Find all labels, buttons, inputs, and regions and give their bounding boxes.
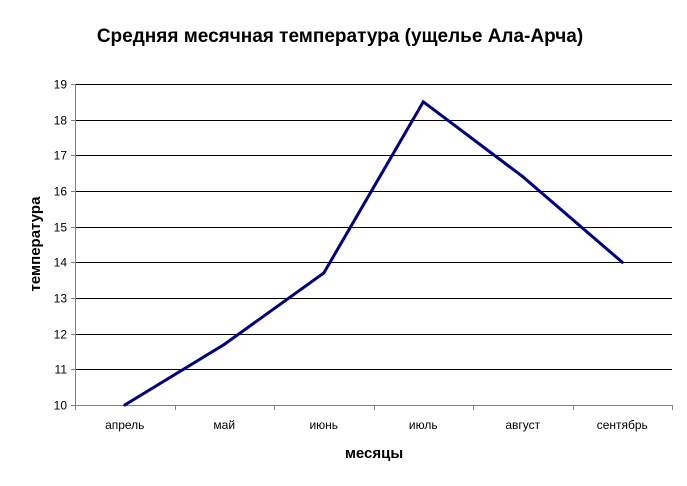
- gridlines: [75, 84, 672, 370]
- y-tick-label: 16: [54, 185, 68, 199]
- chart-title: Средняя месячная температура (ущелье Ала…: [97, 26, 583, 47]
- x-tick-label: май: [213, 418, 235, 432]
- y-tick-label: 11: [55, 363, 68, 377]
- y-axis-title: температура: [27, 196, 44, 292]
- y-tick-label: 17: [54, 149, 68, 163]
- y-tick-labels: 10 11 12 13 14 15 16 17 18 19: [54, 78, 68, 413]
- x-tick-labels: апрель май июнь июль август сентябрь: [105, 418, 648, 432]
- x-tick-label: июль: [409, 418, 438, 432]
- x-tick-label: июнь: [309, 418, 338, 432]
- y-tick-label: 10: [54, 399, 68, 413]
- series-line: [124, 99, 624, 407]
- y-tick-label: 19: [54, 78, 68, 92]
- x-tick-label: август: [505, 418, 540, 432]
- series: [123, 99, 624, 407]
- y-tick-label: 14: [54, 256, 68, 270]
- y-tick-label: 12: [54, 328, 68, 342]
- data-point: [521, 175, 525, 179]
- data-point: [421, 100, 425, 104]
- data-point: [123, 403, 127, 407]
- axes: [71, 84, 673, 410]
- data-point: [322, 271, 326, 275]
- y-tick-label: 15: [54, 221, 68, 235]
- data-point: [222, 342, 226, 346]
- x-axis-title: месяцы: [345, 445, 403, 462]
- y-tick-label: 18: [54, 114, 68, 128]
- y-tick-label: 13: [54, 292, 68, 306]
- data-point: [620, 260, 624, 264]
- x-tick-label: сентябрь: [597, 418, 648, 432]
- x-tick-label: апрель: [105, 418, 144, 432]
